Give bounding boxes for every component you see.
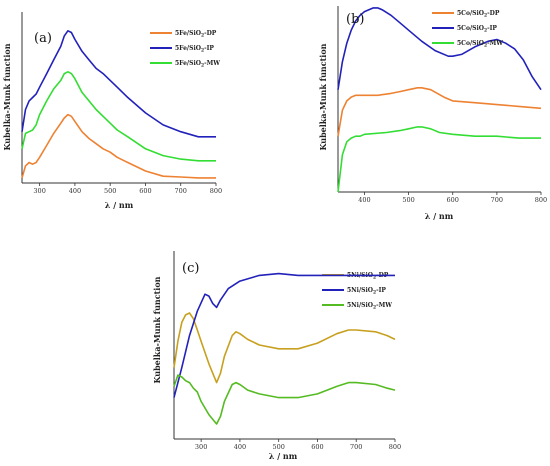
- x-tick-label: 400: [234, 443, 246, 451]
- legend-label-3: 5Fe/SiO2-MW: [175, 60, 220, 69]
- x-tick-label: 500: [272, 443, 284, 451]
- legend-label-1: 5Fe/SiO2-DP: [175, 30, 217, 39]
- x-tick-label: 300: [33, 187, 45, 195]
- x-tick-label: 300: [195, 443, 207, 451]
- series-line-2: [21, 30, 216, 138]
- panel-label: (a): [34, 31, 52, 46]
- legend-label-2: 5Ni/SiO2-IP: [347, 287, 386, 296]
- series-line-1: [173, 312, 396, 384]
- y-axis-label: Kubelka-Munk function: [152, 276, 162, 383]
- legend-label-1: 5Co/SiO2-DP: [457, 10, 500, 19]
- x-tick-label: 600: [139, 187, 151, 195]
- x-tick-label: 400: [358, 196, 370, 204]
- x-tick-label: 400: [69, 187, 81, 195]
- series-line-2: [173, 272, 395, 398]
- y-axis-label: Kubelka-Munk function: [318, 43, 328, 150]
- series-line-3: [337, 126, 541, 193]
- x-axis-label: λ / nm: [269, 451, 298, 461]
- legend-label-3: 5Co/SiO2-MW: [457, 40, 503, 49]
- x-tick-label: 500: [402, 196, 414, 204]
- x-tick-label: 600: [447, 196, 459, 204]
- chart-panel-3: 300 400 500 600 700 800 5Ni/SiO2-DP 5Ni/SiO2-IP…: [152, 251, 401, 461]
- x-tick-label: 800: [389, 443, 401, 451]
- chart-panel-2: 400 500 600 700 800 5Co/SiO2-DP 5Co/SiO2-IP 5Co…: [318, 6, 547, 221]
- series-line-1: [21, 113, 216, 179]
- legend-label-2: 5Co/SiO2-IP: [457, 25, 497, 34]
- panel-label: (b): [346, 12, 364, 27]
- x-tick-label: 800: [210, 187, 222, 195]
- x-tick-label: 800: [535, 196, 547, 204]
- legend-label-3: 5Ni/SiO2-MW: [347, 302, 392, 311]
- x-tick-label: 700: [175, 187, 187, 195]
- x-axis-label: λ / nm: [105, 200, 134, 210]
- series-line-3: [21, 71, 216, 162]
- legend-label-2: 5Fe/SiO2-IP: [175, 45, 214, 54]
- x-tick-label: 700: [350, 443, 362, 451]
- x-tick-label: 700: [491, 196, 503, 204]
- chart-panel-1: 300 400 500 600 700 800 5Fe/SiO2-DP 5Fe/SiO2-IP…: [2, 12, 222, 210]
- x-axis-label: λ / nm: [425, 211, 454, 221]
- series-line-1: [337, 87, 542, 137]
- y-axis-label: Kubelka-Munk function: [2, 43, 12, 150]
- legend-label-1: 5Ni/SiO2-DP: [347, 272, 389, 281]
- series-line-2: [337, 7, 542, 91]
- series-line-3: [173, 374, 396, 425]
- x-tick-label: 600: [311, 443, 323, 451]
- panel-label: (c): [182, 261, 199, 276]
- x-tick-label: 500: [104, 187, 116, 195]
